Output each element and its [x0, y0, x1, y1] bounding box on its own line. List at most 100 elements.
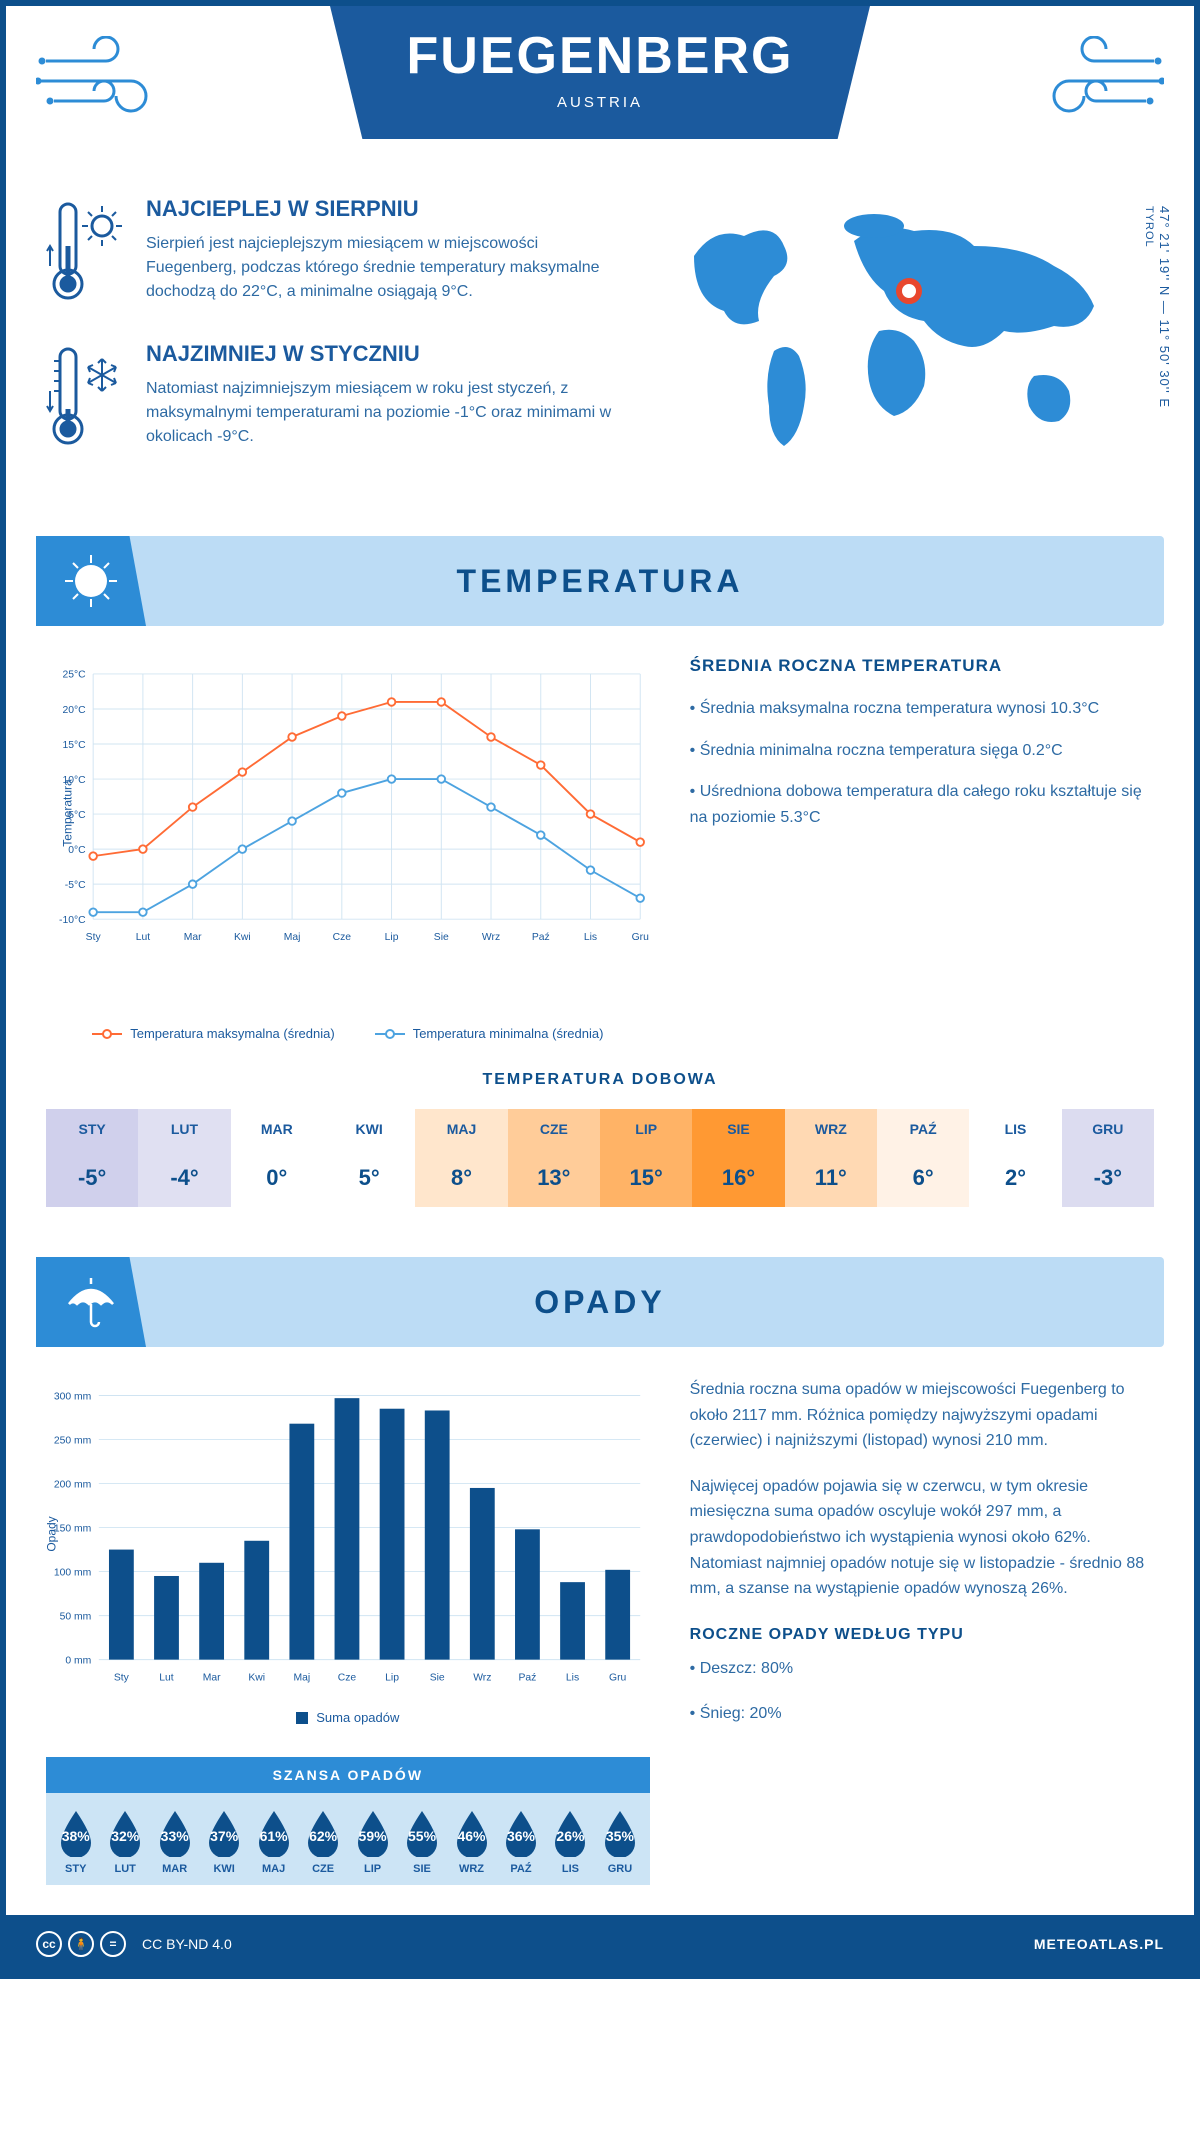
chance-cell: 26%LIS: [547, 1807, 594, 1875]
svg-text:100 mm: 100 mm: [54, 1567, 91, 1578]
chance-cell: 37%KWI: [200, 1807, 247, 1875]
page-title: FUEGENBERG: [360, 26, 840, 86]
table-cell: 8°: [415, 1149, 507, 1207]
table-cell: 2°: [969, 1149, 1061, 1207]
coldest-title: NAJZIMNIEJ W STYCZNIU: [146, 341, 624, 367]
chance-cell: 55%SIE: [398, 1807, 445, 1875]
svg-text:0 mm: 0 mm: [65, 1655, 91, 1666]
coldest-text: Natomiast najzimniejszym miesiącem w rok…: [146, 377, 624, 449]
svg-text:Wrz: Wrz: [482, 932, 500, 943]
table-header: GRU: [1062, 1109, 1154, 1149]
table-header: LUT: [138, 1109, 230, 1149]
table-cell: -3°: [1062, 1149, 1154, 1207]
warmest-title: NAJCIEPLEJ W SIERPNIU: [146, 196, 624, 222]
svg-text:300 mm: 300 mm: [54, 1391, 91, 1402]
table-header: LIP: [600, 1109, 692, 1149]
precip-type-item: • Deszcz: 80%: [690, 1656, 1154, 1682]
table-cell: 0°: [231, 1149, 323, 1207]
table-cell: 5°: [323, 1149, 415, 1207]
svg-text:15°C: 15°C: [62, 740, 86, 751]
svg-text:Sie: Sie: [434, 932, 449, 943]
svg-text:Lut: Lut: [159, 1672, 174, 1683]
svg-text:Cze: Cze: [338, 1672, 357, 1683]
table-header: STY: [46, 1109, 138, 1149]
footer: cc 🧍 = CC BY-ND 4.0 METEOATLAS.PL: [6, 1915, 1194, 1973]
svg-text:50 mm: 50 mm: [60, 1611, 92, 1622]
svg-text:-10°C: -10°C: [59, 915, 86, 926]
daily-temperature-table: TEMPERATURA DOBOWA STYLUTMARKWIMAJCZELIP…: [6, 1071, 1194, 1237]
chance-cell: 61%MAJ: [250, 1807, 297, 1875]
precipitation-chart: Opady 0 mm50 mm100 mm150 mm200 mm250 mm3…: [46, 1377, 650, 1737]
svg-text:Kwi: Kwi: [248, 1672, 265, 1683]
thermometer-hot-icon: [46, 196, 126, 311]
header-banner: FUEGENBERG AUSTRIA: [330, 6, 870, 139]
table-header: LIS: [969, 1109, 1061, 1149]
svg-text:Sie: Sie: [430, 1672, 445, 1683]
table-header: WRZ: [785, 1109, 877, 1149]
brand: METEOATLAS.PL: [1034, 1936, 1164, 1952]
by-icon: 🧍: [68, 1931, 94, 1957]
nd-icon: =: [100, 1931, 126, 1957]
section-header-precipitation: OPADY: [36, 1257, 1164, 1347]
svg-text:Paź: Paź: [532, 932, 550, 943]
table-cell: 11°: [785, 1149, 877, 1207]
svg-text:Kwi: Kwi: [234, 932, 251, 943]
svg-text:20°C: 20°C: [62, 705, 86, 716]
svg-text:Lip: Lip: [385, 932, 399, 943]
legend-min: Temperatura minimalna (średnia): [375, 1026, 604, 1041]
license: cc 🧍 = CC BY-ND 4.0: [36, 1931, 232, 1957]
section-header-temperature: TEMPERATURA: [36, 536, 1164, 626]
svg-text:200 mm: 200 mm: [54, 1479, 91, 1490]
precipitation-text: Średnia roczna suma opadów w miejscowośc…: [690, 1377, 1154, 1885]
coordinates: 47° 21' 19'' N — 11° 50' 30'' E TYROL: [1142, 206, 1172, 408]
page-subtitle: AUSTRIA: [360, 94, 840, 111]
stat-item: • Uśredniona dobowa temperatura dla całe…: [690, 779, 1154, 830]
section-title: OPADY: [534, 1284, 665, 1321]
stat-item: • Średnia maksymalna roczna temperatura …: [690, 696, 1154, 722]
svg-text:150 mm: 150 mm: [54, 1523, 91, 1534]
svg-text:Lis: Lis: [584, 932, 597, 943]
table-cell: -5°: [46, 1149, 138, 1207]
precip-type-item: • Śnieg: 20%: [690, 1701, 1154, 1727]
table-cell: 15°: [600, 1149, 692, 1207]
svg-text:Sty: Sty: [114, 1672, 130, 1683]
svg-text:Maj: Maj: [284, 932, 301, 943]
svg-text:25°C: 25°C: [62, 670, 86, 681]
chance-cell: 32%LUT: [101, 1807, 148, 1875]
chance-cell: 36%PAŹ: [497, 1807, 544, 1875]
svg-text:250 mm: 250 mm: [54, 1435, 91, 1446]
svg-text:Gru: Gru: [609, 1672, 627, 1683]
sun-icon: [36, 536, 146, 626]
top-section: NAJCIEPLEJ W SIERPNIU Sierpień jest najc…: [6, 186, 1194, 516]
thermometer-cold-icon: [46, 341, 126, 456]
table-cell: -4°: [138, 1149, 230, 1207]
table-cell: 16°: [692, 1149, 784, 1207]
svg-text:-5°C: -5°C: [65, 880, 86, 891]
svg-text:Wrz: Wrz: [473, 1672, 491, 1683]
svg-text:Mar: Mar: [184, 932, 202, 943]
svg-text:Cze: Cze: [333, 932, 352, 943]
temperature-stats: ŚREDNIA ROCZNA TEMPERATURA • Średnia mak…: [690, 656, 1154, 1041]
umbrella-icon: [36, 1257, 146, 1347]
world-map: 47° 21' 19'' N — 11° 50' 30'' E TYROL: [654, 196, 1154, 486]
table-header: CZE: [508, 1109, 600, 1149]
warmest-block: NAJCIEPLEJ W SIERPNIU Sierpień jest najc…: [46, 196, 624, 311]
table-cell: 6°: [877, 1149, 969, 1207]
cc-icon: cc: [36, 1931, 62, 1957]
table-header: MAR: [231, 1109, 323, 1149]
svg-text:Lut: Lut: [136, 932, 151, 943]
chance-cell: 46%WRZ: [448, 1807, 495, 1875]
svg-text:Mar: Mar: [203, 1672, 221, 1683]
table-header: MAJ: [415, 1109, 507, 1149]
wind-icon: [1024, 36, 1164, 131]
coldest-block: NAJZIMNIEJ W STYCZNIU Natomiast najzimni…: [46, 341, 624, 456]
chance-cell: 38%STY: [52, 1807, 99, 1875]
chance-cell: 33%MAR: [151, 1807, 198, 1875]
stat-item: • Średnia minimalna roczna temperatura s…: [690, 738, 1154, 764]
wind-icon: [36, 36, 176, 131]
svg-text:Sty: Sty: [86, 932, 102, 943]
warmest-text: Sierpień jest najcieplejszym miesiącem w…: [146, 232, 624, 304]
table-header: SIE: [692, 1109, 784, 1149]
section-title: TEMPERATURA: [457, 563, 744, 600]
chance-cell: 59%LIP: [349, 1807, 396, 1875]
